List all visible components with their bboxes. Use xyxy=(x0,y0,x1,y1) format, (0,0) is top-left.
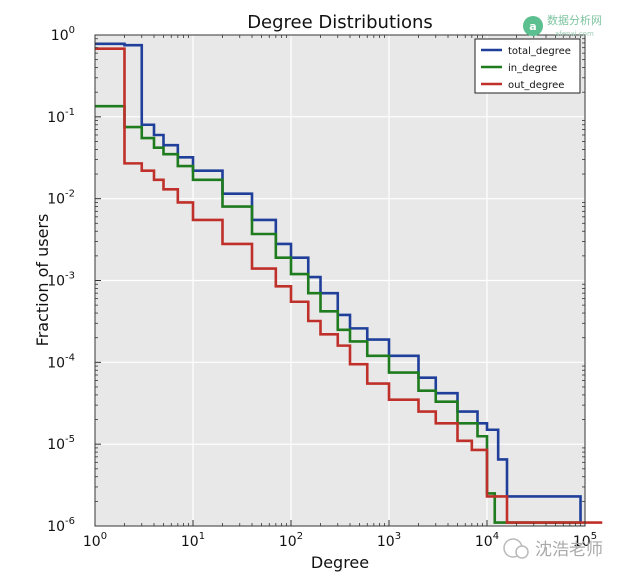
y-tick-label: 100 xyxy=(51,25,75,44)
series-out-degree xyxy=(95,47,603,524)
logo-icon xyxy=(523,16,543,36)
wechat-bubble-icon xyxy=(515,545,529,559)
legend: total_degree in_degree out_degree xyxy=(474,38,581,94)
y-tick-label: 10-6 xyxy=(47,516,75,535)
watermark-bottom-right: 沈浩老师 xyxy=(503,538,603,560)
watermark-site-domain: afenxi.com xyxy=(555,30,594,38)
legend-label-in-degree: in_degree xyxy=(508,63,557,74)
x-tick-label: 102 xyxy=(279,531,303,550)
watermark-top-right: a 数据分析网 afenxi.com xyxy=(523,13,602,38)
x-tick-label: 101 xyxy=(181,531,205,550)
watermark-site-name: 数据分析网 xyxy=(547,13,602,27)
x-tick-label: 103 xyxy=(377,531,401,550)
y-axis-label: Fraction of users xyxy=(33,214,52,347)
series-layer xyxy=(95,42,603,524)
legend-label-out-degree: out_degree xyxy=(508,80,564,91)
x-tick-label: 104 xyxy=(475,531,499,550)
y-tick-label: 10-3 xyxy=(47,271,75,290)
series-total-degree xyxy=(95,42,582,523)
watermark-author: 沈浩老师 xyxy=(535,540,603,560)
chart-title: Degree Distributions xyxy=(247,12,433,33)
ticks: 100 101 102 103 104 105 100 10-1 10-2 10-3 10-4 10-… xyxy=(47,25,597,550)
legend-label-total-degree: total_degree xyxy=(508,46,571,57)
y-tick-label: 10-4 xyxy=(47,352,75,371)
y-tick-label: 10-5 xyxy=(47,434,75,453)
x-tick-label: 100 xyxy=(83,531,107,550)
y-tick-label: 10-1 xyxy=(47,107,75,126)
x-axis-label: Degree xyxy=(311,553,369,572)
series-in-degree xyxy=(95,104,581,524)
x-tick-label: 105 xyxy=(573,531,597,550)
y-tick-label: 10-2 xyxy=(47,189,75,208)
logo-glyph-icon: a xyxy=(529,20,536,33)
